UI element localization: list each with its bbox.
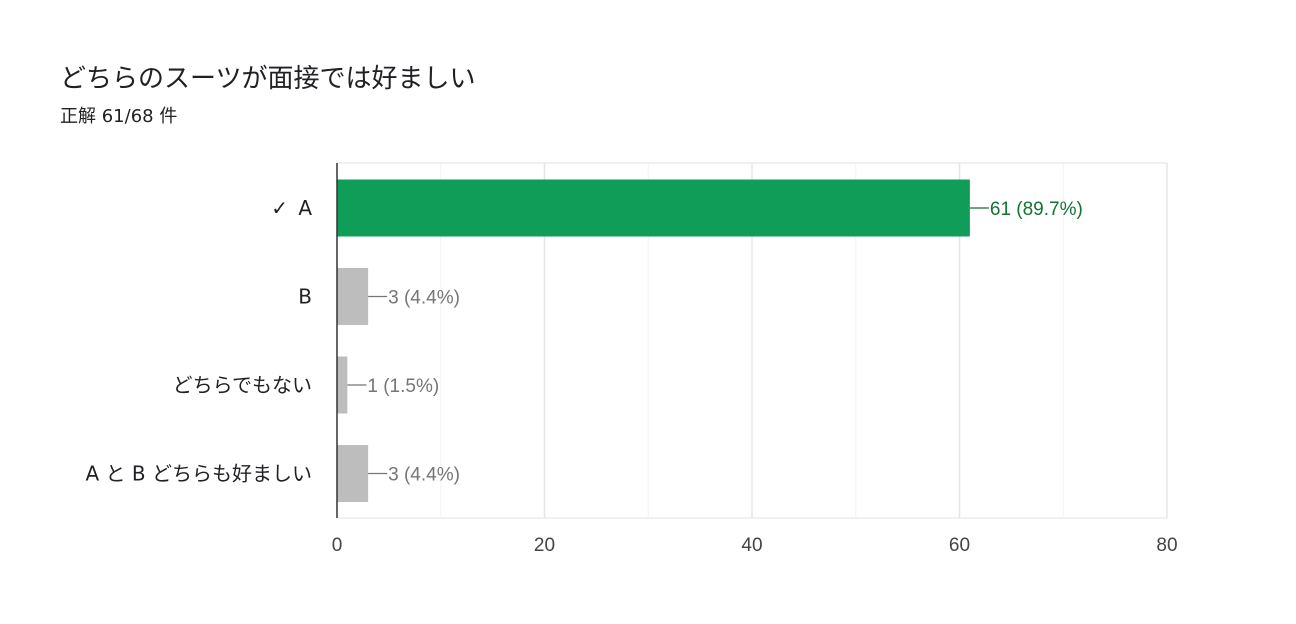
category-label: どちらでもない [173, 373, 312, 397]
bar-layer [337, 179, 970, 502]
x-tick-label: 20 [534, 535, 555, 556]
data-label: 61 (89.7%) [990, 199, 1083, 220]
grid-layer [337, 162, 1168, 519]
x-tick-label: 0 [332, 535, 343, 556]
question-title: どちらのスーツが面接では好ましい [60, 64, 476, 94]
x-tick-label: 40 [741, 535, 762, 556]
category-label: B [298, 285, 312, 309]
tick-layer: 0 20 40 60 80 [332, 163, 1178, 556]
data-label: 1 (1.5%) [367, 376, 439, 397]
x-tick-label: 80 [1156, 535, 1177, 556]
bar [337, 445, 369, 502]
category-label: A [298, 196, 312, 220]
label-layer: 61 (89.7%) A ✓ 3 (4.4%) B 1 (1.5%) どちらでもない 3 (4… [86, 196, 1083, 486]
data-label: 3 (4.4%) [388, 465, 460, 486]
bar [337, 268, 369, 325]
data-label: 3 (4.4%) [388, 288, 460, 309]
category-label: A と B どちらも好ましい [86, 462, 312, 486]
score-subtitle: 正解 61/68 件 [60, 106, 178, 127]
check-icon: ✓ [271, 196, 288, 220]
x-tick-label: 60 [949, 535, 970, 556]
bar [337, 179, 970, 237]
bar [337, 356, 348, 414]
